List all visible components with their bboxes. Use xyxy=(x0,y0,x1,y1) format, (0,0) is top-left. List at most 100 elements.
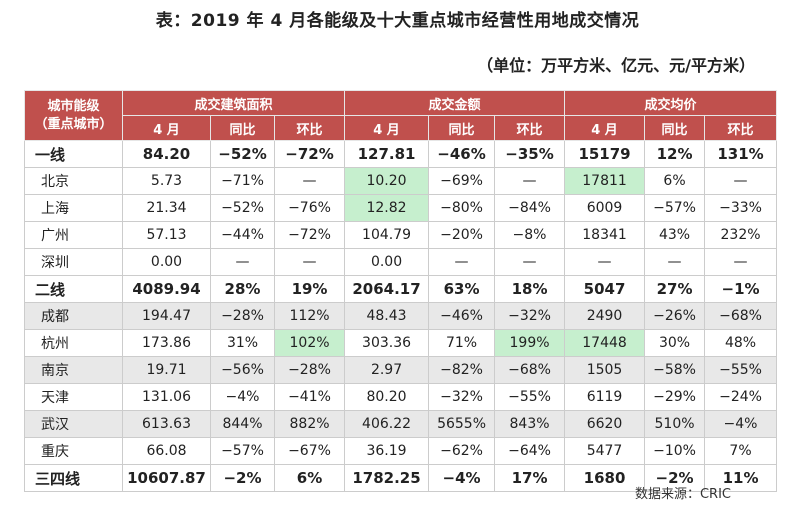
table-cell: 510% xyxy=(644,410,706,438)
table-cell: 17811 xyxy=(564,167,646,195)
table-body: 一线 84.20 −52% −72% 127.81 −46% −35% 15179 12% 131… xyxy=(24,140,778,492)
table-cell: 882% xyxy=(273,410,346,438)
table-cell: 6009 xyxy=(564,194,646,222)
table-cell: 15179 xyxy=(564,140,646,168)
table-cell: −62% xyxy=(428,437,496,465)
table-cell: 4089.94 xyxy=(122,275,211,303)
table-cell: −10% xyxy=(644,437,706,465)
table-cell: 2064.17 xyxy=(344,275,430,303)
table-cell: 0.00 xyxy=(122,248,211,276)
table-cell: 104.79 xyxy=(344,221,430,249)
land-deal-table: 城市能级 （重点城市） 成交建筑面积 成交金额 成交均价 4 月 同比 环比 4… xyxy=(24,90,778,492)
table-cell: 613.63 xyxy=(122,410,211,438)
table-cell: 30% xyxy=(644,329,706,357)
table-cell: −4% xyxy=(704,410,778,438)
header-group-area: 成交建筑面积 xyxy=(121,90,346,116)
table-cell: 84.20 xyxy=(122,140,211,168)
header-group-amount: 成交金额 xyxy=(344,90,566,116)
table-row: 一线 84.20 −52% −72% 127.81 −46% −35% 15179 12% 131… xyxy=(24,140,778,168)
table-cell: −72% xyxy=(273,221,346,249)
table-cell: −55% xyxy=(494,383,566,411)
header-group-price: 成交均价 xyxy=(564,90,778,116)
table-cell: 5.73 xyxy=(122,167,211,195)
table-row: 重庆 66.08 −57% −67% 36.19 −62% −64% 5477 −10% 7% xyxy=(24,437,778,465)
table-cell: −84% xyxy=(494,194,566,222)
table-cell: −46% xyxy=(428,140,496,168)
row-label: 成都 xyxy=(24,302,123,330)
table-cell: −44% xyxy=(210,221,275,249)
table-cell: 1782.25 xyxy=(344,464,430,492)
table-cell: 303.36 xyxy=(344,329,430,357)
subheader: 同比 xyxy=(428,115,496,141)
table-cell: 173.86 xyxy=(122,329,211,357)
table-cell: −35% xyxy=(494,140,566,168)
table-cell: 199% xyxy=(494,329,566,357)
table-cell: 102% xyxy=(273,329,346,357)
table-cell: −4% xyxy=(210,383,275,411)
table-cell: −8% xyxy=(494,221,566,249)
table-cell: 1505 xyxy=(564,356,646,384)
table-row: 天津 131.06 −4% −41% 80.20 −32% −55% 6119 −29% −24% xyxy=(24,383,778,411)
table-cell: 5047 xyxy=(564,275,646,303)
table-cell: 12.82 xyxy=(344,194,430,222)
table-cell: 57.13 xyxy=(122,221,211,249)
row-label: 一线 xyxy=(24,140,123,168)
table-cell: −26% xyxy=(644,302,706,330)
row-label: 北京 xyxy=(24,167,123,195)
row-label: 杭州 xyxy=(24,329,123,357)
table-row: 三四线 10607.87 −2% 6% 1782.25 −4% 17% 1680 −2% 11% xyxy=(24,464,778,492)
table-cell: — xyxy=(704,248,778,276)
table-cell: −72% xyxy=(273,140,346,168)
table-cell: 66.08 xyxy=(122,437,211,465)
table-cell: 43% xyxy=(644,221,706,249)
table-cell: −41% xyxy=(273,383,346,411)
table-cell: −68% xyxy=(704,302,778,330)
table-cell: 18% xyxy=(494,275,566,303)
table-cell: 48.43 xyxy=(344,302,430,330)
header-city-level: 城市能级 （重点城市） xyxy=(24,90,123,141)
row-label: 天津 xyxy=(24,383,123,411)
table-cell: — xyxy=(494,167,566,195)
table-cell: 36.19 xyxy=(344,437,430,465)
table-cell: −69% xyxy=(428,167,496,195)
table-cell: 232% xyxy=(704,221,778,249)
table-cell: −80% xyxy=(428,194,496,222)
table-cell: 6119 xyxy=(564,383,646,411)
table-cell: — xyxy=(704,167,778,195)
table-cell: — xyxy=(428,248,496,276)
table-cell: 10.20 xyxy=(344,167,430,195)
table-cell: −20% xyxy=(428,221,496,249)
table-cell: 27% xyxy=(644,275,706,303)
table-cell: 6620 xyxy=(564,410,646,438)
row-label: 武汉 xyxy=(24,410,123,438)
table-cell: 6% xyxy=(273,464,346,492)
subheader: 环比 xyxy=(273,115,346,141)
table-cell: 48% xyxy=(704,329,778,357)
table-cell: 19.71 xyxy=(122,356,211,384)
table-cell: — xyxy=(494,248,566,276)
table-row: 成都 194.47 −28% 112% 48.43 −46% −32% 2490 −26% −68… xyxy=(24,302,778,330)
table-cell: 12% xyxy=(644,140,706,168)
table-cell: 19% xyxy=(273,275,346,303)
row-label: 上海 xyxy=(24,194,123,222)
table-cell: — xyxy=(273,248,346,276)
table-cell: 7% xyxy=(704,437,778,465)
table-cell: −82% xyxy=(428,356,496,384)
data-source: 数据来源：CRIC xyxy=(634,487,731,502)
table-title: 表：2019 年 4 月各能级及十大重点城市经营性用地成交情况 xyxy=(155,11,640,31)
table-cell: −28% xyxy=(210,302,275,330)
table-row: 杭州 173.86 31% 102% 303.36 71% 199% 17448 30% 48% xyxy=(24,329,778,357)
table-cell: 17% xyxy=(494,464,566,492)
table-cell: −52% xyxy=(210,140,275,168)
table-cell: −24% xyxy=(704,383,778,411)
row-label: 重庆 xyxy=(24,437,123,465)
table-cell: −2% xyxy=(210,464,275,492)
table-row: 武汉 613.63 844% 882% 406.22 5655% 843% 6620 510% −… xyxy=(24,410,778,438)
table-cell: 6% xyxy=(644,167,706,195)
table-cell: 5477 xyxy=(564,437,646,465)
row-label: 二线 xyxy=(24,275,123,303)
unit-note: （单位：万平方米、亿元、元/平方米） xyxy=(477,56,755,75)
table-cell: 18341 xyxy=(564,221,646,249)
table-cell: 1680 xyxy=(564,464,646,492)
table-cell: −28% xyxy=(273,356,346,384)
